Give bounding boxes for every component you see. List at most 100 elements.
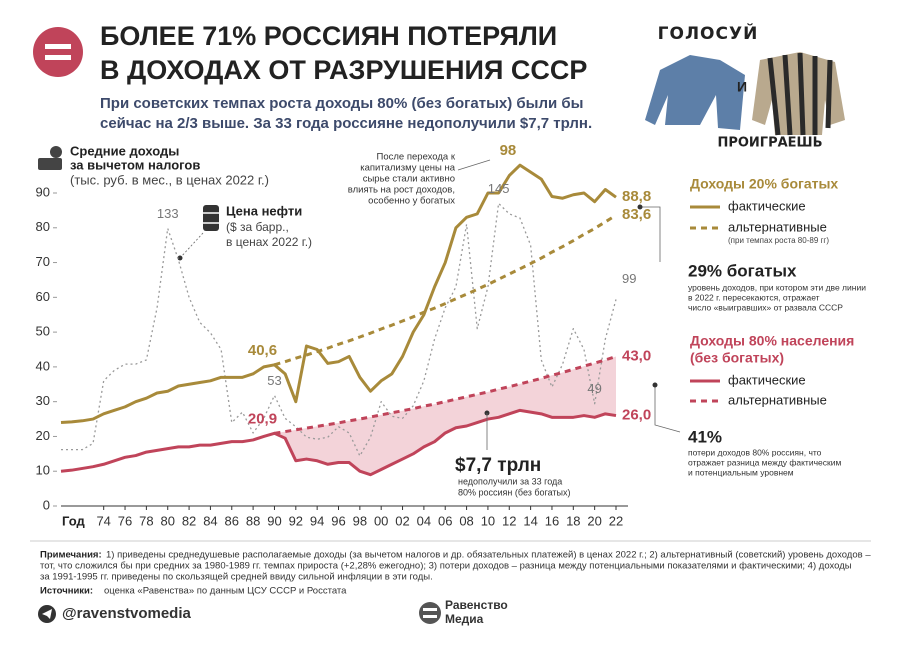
legend-note: (при темпах роста 80-89 гг) <box>728 236 829 245</box>
oil-legend: Цена нефти <box>226 203 302 218</box>
annotation: отражает разница между фактическим <box>688 457 841 467</box>
x-tick-label: 12 <box>502 513 516 528</box>
poster-text: ГОЛОСУЙ <box>658 22 759 44</box>
stripes <box>767 52 833 136</box>
x-tick-label: 20 <box>587 513 601 528</box>
legend-entry: альтернативные <box>728 392 827 407</box>
leader <box>179 232 204 259</box>
logo-circle <box>33 27 83 77</box>
x-tick-label: 18 <box>566 513 580 528</box>
x-tick-label: 96 <box>331 513 345 528</box>
sources-label: Источники: <box>40 586 93 597</box>
y-tick-label: 90 <box>36 184 50 199</box>
leader <box>640 206 661 262</box>
data-label: 99 <box>622 271 636 286</box>
poster: ГОЛОСУЙ И ПРОИГРАЕШЬ <box>645 22 845 151</box>
notes: тот, что сложился бы при средних за 1980… <box>40 561 852 572</box>
leader <box>457 159 491 171</box>
title: БОЛЕЕ 71% РОССИЯН ПОТЕРЯЛИ <box>100 21 557 51</box>
data-label: 20,9 <box>248 410 277 427</box>
poster-text: И <box>737 79 747 95</box>
annotation: После перехода к <box>377 152 456 163</box>
data-label: 145 <box>488 181 510 196</box>
annotation: в 2022 г. пересекаются, отражает <box>688 292 820 302</box>
y-tick-label: 60 <box>36 289 50 304</box>
y-tick-label: 20 <box>36 428 50 443</box>
subtitle: При советских темпах роста доходы 80% (б… <box>100 95 583 112</box>
notes: за 1991-1995 гг. приведены по скользящей… <box>40 572 433 583</box>
data-label: 43,0 <box>622 347 651 364</box>
logo-bar <box>45 44 71 49</box>
x-tick-label: 80 <box>160 513 174 528</box>
data-label: 133 <box>157 206 179 221</box>
annotation: особенно у богатых <box>368 196 455 207</box>
x-tick-label: 06 <box>438 513 452 528</box>
y-tick-label: 50 <box>36 324 50 339</box>
loss-area <box>274 356 616 475</box>
data-label: 40,6 <box>248 342 277 359</box>
title: В ДОХОДАХ ОТ РАЗРУШЕНИЯ СССР <box>100 55 587 85</box>
annotation-title: $7,7 трлн <box>455 455 541 476</box>
x-tick-label: 22 <box>609 513 623 528</box>
telegram-plane <box>42 609 52 619</box>
data-label: 88,8 <box>622 188 651 205</box>
y-tick-label: 10 <box>36 463 50 478</box>
x-tick-label: 88 <box>246 513 260 528</box>
x-tick-label: 90 <box>267 513 281 528</box>
x-tick-label: 84 <box>203 513 217 528</box>
brand: Медиа <box>445 612 484 626</box>
income-line <box>60 163 617 425</box>
income-icon <box>38 146 62 170</box>
x-tick-label: 16 <box>545 513 559 528</box>
legend-group: Доходы 80% населения <box>690 333 854 349</box>
legend-entry: фактические <box>728 372 806 387</box>
data-label: 49 <box>587 381 601 396</box>
legend-group: Доходы 20% богатых <box>690 176 838 192</box>
x-tick-label: 86 <box>225 513 239 528</box>
x-tick-label: 02 <box>395 513 409 528</box>
x-tick-label: 94 <box>310 513 324 528</box>
brand-bar <box>423 615 437 618</box>
x-tick-label: 10 <box>481 513 495 528</box>
y-tick-label: 30 <box>36 393 50 408</box>
x-tick-label: 08 <box>459 513 473 528</box>
footer-handle: @ravenstvomedia <box>62 605 192 622</box>
y-tick-label: 0 <box>43 497 50 512</box>
sources: оценка «Равенства» по данным ЦСУ СССР и … <box>104 586 347 597</box>
oil-line <box>61 202 617 457</box>
annotation: капитализму цены на <box>360 163 455 174</box>
y-title: Средние доходы <box>70 143 179 158</box>
annotation: недополучили за 33 года <box>458 476 562 486</box>
annotation: потери доходов 80% россиян, что <box>688 447 822 457</box>
data-label: 98 <box>500 142 517 159</box>
oil-icon <box>203 205 219 231</box>
y-tick-label: 80 <box>36 219 50 234</box>
loss-sum-note: $7,7 трлн недополучили за 33 года 80% ро… <box>455 410 571 497</box>
income-line <box>274 355 617 435</box>
leader-dot <box>652 382 658 388</box>
y-tick-label: 40 <box>36 358 50 373</box>
annotation: сырье стали активно <box>363 174 455 185</box>
poster-text: ПРОИГРАЕШЬ <box>717 136 822 151</box>
annotation: уровень доходов, при котором эти две лин… <box>688 282 866 292</box>
x-tick-label: 98 <box>353 513 367 528</box>
notes: 1) приведены среднедушевые располагаемые… <box>106 550 871 561</box>
annotation: число «выигравших» от развала СССР <box>688 302 843 312</box>
data-label: 26,0 <box>622 407 651 424</box>
x-tick-label: 92 <box>289 513 303 528</box>
income-line <box>60 408 617 477</box>
annotation-title: 29% богатых <box>688 261 797 280</box>
x-tick-label: 00 <box>374 513 388 528</box>
annotation: 80% россиян (без богатых) <box>458 487 571 497</box>
capitalism-note: После перехода к капитализму цены на сыр… <box>348 152 491 207</box>
brand-bar <box>423 608 437 611</box>
legend-group: (без богатых) <box>690 350 784 366</box>
income-line <box>274 213 617 367</box>
x-tick-label: 04 <box>417 513 431 528</box>
brand-logo <box>419 602 441 624</box>
y-subtitle: (тыс. руб. в мес., в ценах 2022 г.) <box>70 172 269 187</box>
leader-dot <box>637 204 643 210</box>
annotation: и потенциальным уровнем <box>688 467 794 477</box>
